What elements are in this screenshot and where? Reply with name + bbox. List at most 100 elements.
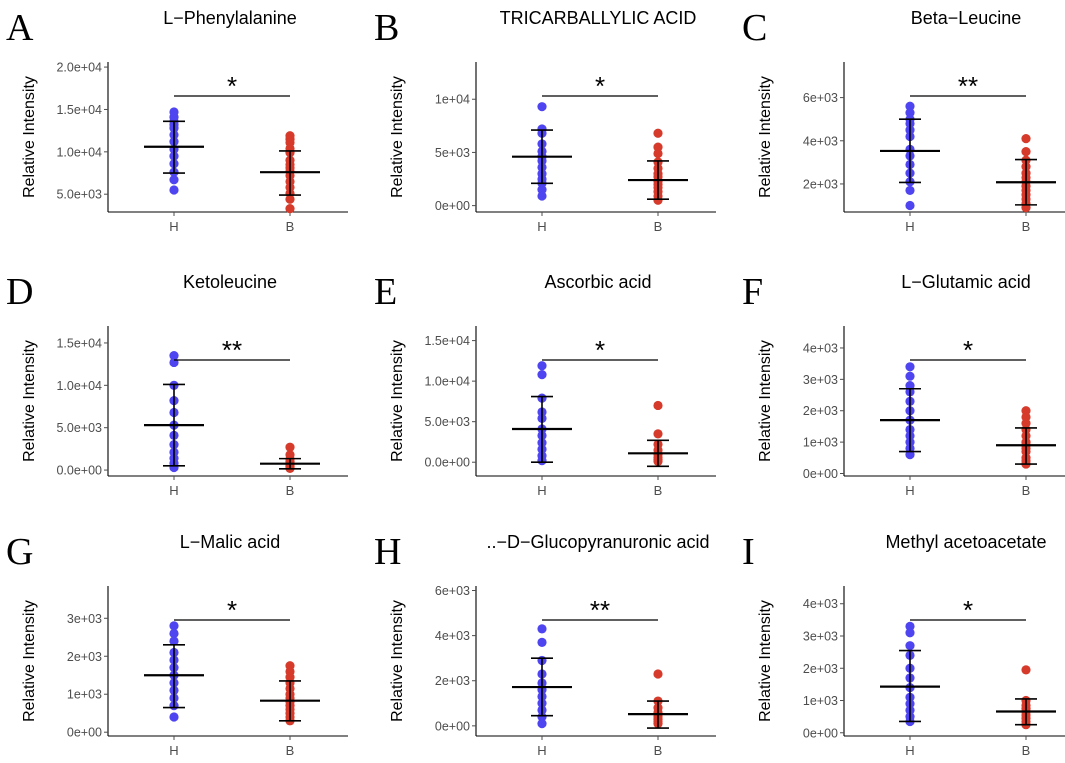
chart-title: Ascorbic acid <box>544 272 651 292</box>
data-point-b <box>653 195 663 205</box>
data-point-h <box>169 636 179 646</box>
data-point-b <box>653 142 663 152</box>
data-point-h <box>905 641 915 651</box>
data-point-h <box>169 712 179 722</box>
x-tick-label: H <box>169 483 178 498</box>
y-tick-label: 2e+03 <box>803 177 838 191</box>
significance-marker: ** <box>958 71 978 101</box>
significance-marker: * <box>227 71 237 101</box>
y-tick-label: 4e+03 <box>803 597 838 611</box>
y-tick-label: 1.5e+04 <box>56 103 102 117</box>
x-tick-label: B <box>654 483 663 498</box>
data-point-h <box>169 357 179 368</box>
y-tick-label: 0e+00 <box>803 726 838 740</box>
panel-letter: C <box>742 7 767 49</box>
y-tick-label: 3e+03 <box>803 373 838 387</box>
data-point-h <box>905 362 915 372</box>
y-tick-label: 6e+03 <box>803 91 838 105</box>
panel-f: F L−Glutamic acid Relative Intensity 0e+00 1… <box>742 271 1065 498</box>
y-tick-label: 2e+03 <box>67 650 102 664</box>
panel-letter: H <box>374 531 401 573</box>
chart-title: Methyl acetoacetate <box>885 532 1046 552</box>
panel-letter: G <box>6 531 33 573</box>
chart-title: Beta−Leucine <box>911 8 1022 28</box>
y-tick-label: 0e+00 <box>435 719 470 733</box>
y-axis-label: Relative Intensity <box>757 340 774 462</box>
data-point-b <box>1021 665 1031 675</box>
x-tick-label: B <box>1022 219 1031 234</box>
data-point-b <box>653 400 663 411</box>
data-point-b <box>1021 134 1031 144</box>
data-point-h <box>905 108 915 118</box>
x-tick-label: H <box>905 743 914 758</box>
panel-letter: E <box>374 271 397 313</box>
panel-letter: D <box>6 271 33 313</box>
data-point-h <box>537 712 547 722</box>
x-tick-label: H <box>537 483 546 498</box>
panel-b: B TRICARBALLYLIC ACID Relative Intensity 0e… <box>374 7 716 234</box>
significance-marker: ** <box>222 335 242 365</box>
data-point-h <box>169 175 179 185</box>
data-point-h <box>905 450 915 460</box>
panel-h: H ..−D−Glucopyranuronic acid Relative Inte… <box>374 531 716 758</box>
y-tick-label: 2e+03 <box>435 674 470 688</box>
y-tick-label: 5.0e+03 <box>424 415 470 429</box>
chart-title: L−Glutamic acid <box>901 272 1031 292</box>
panel-g: G L−Malic acid Relative Intensity 0e+00 1e+0… <box>6 531 348 758</box>
y-axis-label: Relative Intensity <box>389 340 406 462</box>
y-axis-label: Relative Intensity <box>21 600 38 722</box>
y-tick-label: 4e+03 <box>803 341 838 355</box>
data-point-h <box>537 102 547 112</box>
data-point-b <box>285 194 295 204</box>
x-tick-label: H <box>537 743 546 758</box>
significance-marker: ** <box>590 595 610 625</box>
data-point-h <box>905 200 915 211</box>
y-tick-label: 1e+03 <box>803 436 838 450</box>
y-tick-label: 0e+00 <box>67 726 102 740</box>
data-point-b <box>1021 146 1031 157</box>
data-point-h <box>905 621 915 631</box>
y-tick-label: 2e+03 <box>803 662 838 676</box>
data-point-b <box>653 429 663 439</box>
y-tick-label: 1.0e+04 <box>424 375 470 389</box>
data-point-h <box>169 185 179 195</box>
data-point-b <box>653 128 663 138</box>
data-point-h <box>537 361 547 371</box>
panel-c: C Beta−Leucine Relative Intensity 2e+03 4e+0… <box>742 7 1065 234</box>
y-axis-label: Relative Intensity <box>21 340 38 462</box>
y-tick-label: 1.0e+04 <box>56 379 102 393</box>
chart-title: ..−D−Glucopyranuronic acid <box>486 532 709 552</box>
x-tick-label: H <box>905 219 914 234</box>
data-point-h <box>537 370 547 380</box>
y-tick-label: 1.5e+04 <box>56 336 102 350</box>
panel-a: A L−Phenylalanine Relative Intensity 5.0e+0… <box>6 7 348 234</box>
data-point-h <box>537 185 547 195</box>
x-tick-label: B <box>1022 743 1031 758</box>
y-tick-label: 1.5e+04 <box>424 334 470 348</box>
y-tick-label: 1.0e+04 <box>56 145 102 159</box>
data-point-h <box>905 371 915 381</box>
panel-i: I Methyl acetoacetate Relative Intensity 0e… <box>742 531 1065 758</box>
y-tick-label: 1e+03 <box>803 694 838 708</box>
x-tick-label: H <box>905 483 914 498</box>
chart-title: Ketoleucine <box>183 272 277 292</box>
significance-marker: * <box>227 595 237 625</box>
y-tick-label: 5e+03 <box>435 146 470 160</box>
y-axis-label: Relative Intensity <box>389 600 406 722</box>
data-point-h <box>169 351 179 361</box>
data-point-h <box>537 718 547 729</box>
y-tick-label: 3e+03 <box>803 630 838 644</box>
y-tick-label: 1e+04 <box>435 93 470 107</box>
x-tick-label: H <box>537 219 546 234</box>
significance-marker: * <box>595 71 605 101</box>
y-tick-label: 5.0e+03 <box>56 421 102 435</box>
chart-title: L−Malic acid <box>180 532 281 552</box>
x-tick-label: B <box>286 743 295 758</box>
y-tick-label: 0e+00 <box>803 467 838 481</box>
data-point-h <box>537 191 547 201</box>
y-axis-label: Relative Intensity <box>757 76 774 198</box>
data-point-h <box>537 624 547 634</box>
significance-marker: * <box>595 335 605 365</box>
data-point-h <box>905 185 915 196</box>
